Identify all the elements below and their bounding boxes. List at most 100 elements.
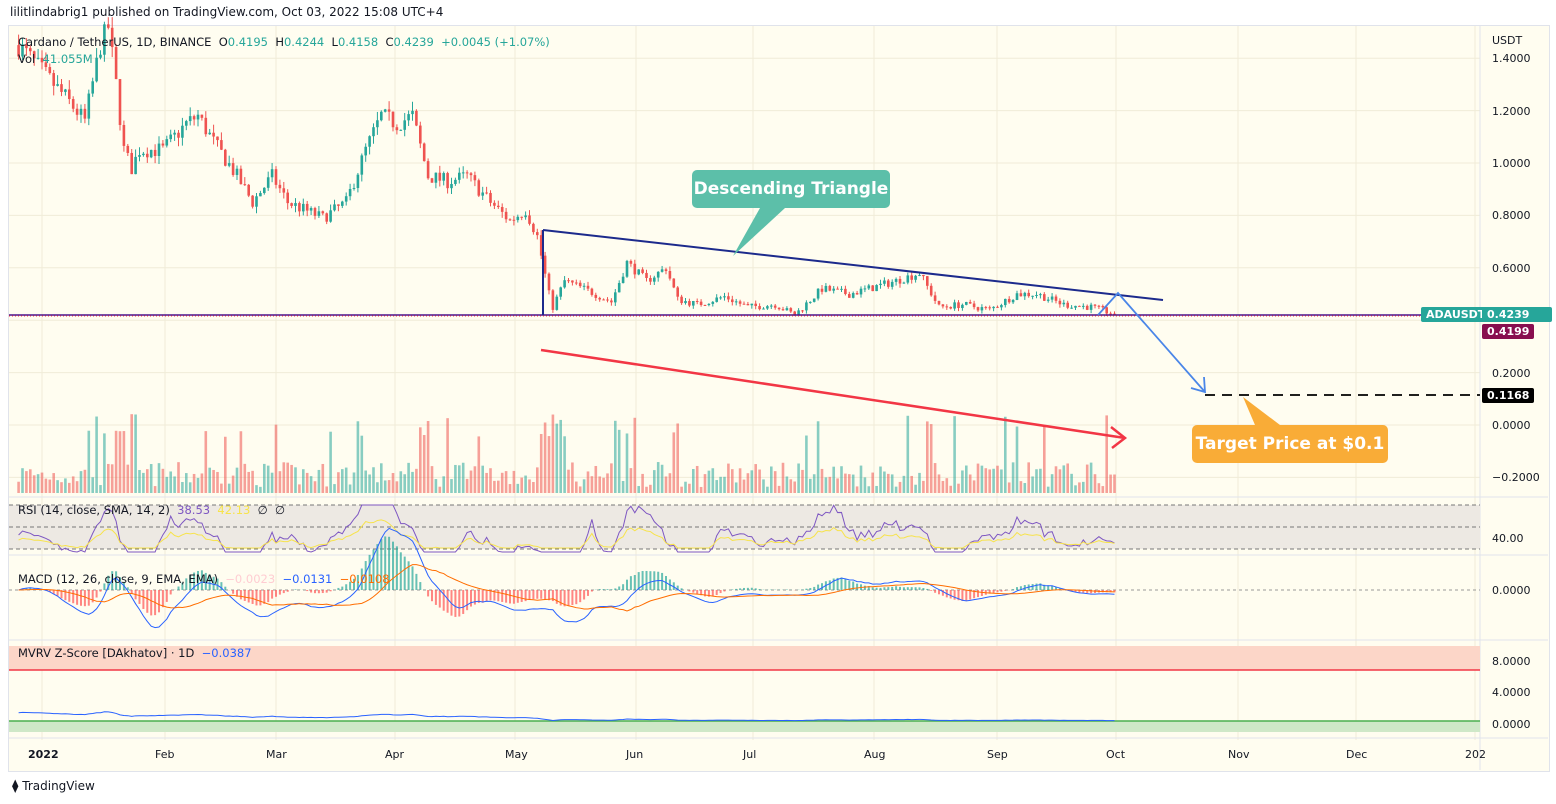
candle-body (360, 155, 364, 175)
volume-bar (614, 420, 617, 493)
candle-body (395, 127, 399, 131)
macd-value: −0.0131 (282, 572, 333, 586)
volume-bar (107, 463, 110, 493)
candle-body (1000, 305, 1003, 308)
volume-bar (547, 436, 551, 493)
candle-body (36, 57, 40, 59)
volume-bar (282, 462, 286, 493)
symbol-legend: Cardano / TetherUS, 1D, BINANCE O0.4195 … (18, 35, 550, 49)
symbol-name[interactable]: Cardano / TetherUS, 1D, BINANCE (18, 35, 212, 49)
macd-histogram-bar (1000, 590, 1003, 592)
time-tick: Apr (385, 748, 405, 761)
macd-histogram-bar (848, 580, 851, 590)
candle-body (1011, 299, 1015, 303)
candle-body (380, 111, 383, 121)
candle-body (282, 188, 286, 193)
macd-histogram-bar (220, 582, 223, 590)
volume-bar (75, 481, 79, 493)
macd-histogram-bar (836, 577, 839, 590)
macd-histogram-bar (442, 590, 445, 611)
macd-histogram-bar (181, 582, 184, 590)
volume-bar (524, 475, 527, 493)
rsi-label[interactable]: RSI (14, close, SMA, 14, 2) (18, 503, 170, 517)
macd-label[interactable]: MACD (12, 26, close, 9, EMA, EMA) (18, 572, 218, 586)
time-tick: Jun (626, 748, 644, 761)
macd-histogram-bar (317, 590, 320, 594)
candle-body (356, 174, 360, 188)
candle-body (524, 215, 527, 218)
volume-bar (138, 470, 141, 493)
macd-histogram-bar (746, 587, 749, 590)
candle-body (645, 272, 648, 279)
mvrv-tick: 0.0000 (1492, 718, 1531, 731)
volume-bar (832, 466, 835, 493)
candle-body (641, 269, 644, 273)
volume-bar (707, 470, 711, 493)
volume-bar (477, 436, 481, 493)
volume-bar (922, 480, 925, 493)
volume-bar (875, 485, 878, 493)
rsi-tick: 40.00 (1492, 532, 1524, 545)
candle-body (364, 146, 367, 156)
macd-histogram-bar (146, 590, 149, 613)
volume-bar (442, 476, 445, 493)
price-tick: −0.2000 (1492, 471, 1540, 485)
volume-bar (797, 463, 800, 493)
volume-bar (941, 480, 945, 493)
volume-bar (17, 481, 20, 493)
volume-bar (29, 469, 32, 493)
candle-body (586, 285, 590, 289)
volume-bar (1007, 482, 1011, 493)
volume-bar (703, 474, 707, 493)
candle-body (649, 278, 652, 282)
candle-body (185, 121, 188, 126)
volume-bar (169, 471, 172, 493)
volume-bar (302, 469, 305, 493)
candle-body (263, 187, 266, 194)
volume-bar (446, 418, 449, 493)
volume-bar (812, 474, 816, 493)
candle-body (676, 287, 679, 297)
macd-histogram-bar (688, 590, 691, 592)
volume-bar (32, 475, 36, 493)
macd-histogram-bar (501, 590, 504, 602)
candle-body (231, 163, 235, 175)
candle-body (1023, 292, 1027, 297)
macd-legend: MACD (12, 26, close, 9, EMA, EMA) −0.002… (18, 572, 390, 586)
macd-histogram-bar (883, 587, 886, 590)
candle-body (95, 57, 98, 82)
mvrv-label[interactable]: MVRV Z-Score [DAkhatov] · 1D (18, 646, 195, 660)
volume-bar (820, 468, 824, 493)
candle-body (83, 108, 87, 119)
candle-body (785, 308, 789, 311)
candle-body (824, 285, 828, 292)
volume-bar (578, 486, 582, 493)
macd-histogram-bar (345, 584, 348, 590)
candle-body (582, 285, 586, 287)
volume-bar (87, 430, 91, 493)
candle-body (71, 99, 75, 109)
candle-body (832, 288, 835, 291)
macd-histogram-bar (871, 587, 874, 590)
macd-histogram-bar (91, 590, 94, 603)
time-tick: 2022 (28, 748, 59, 761)
target-price-callout[interactable]: Target Price at $0.1 (1192, 425, 1388, 463)
candle-body (653, 277, 656, 282)
volume-bar (688, 483, 691, 493)
macd-histogram-bar (158, 590, 160, 613)
candle-body (259, 193, 262, 197)
volume-bar (399, 471, 403, 493)
candle-body (56, 84, 59, 86)
macd-histogram-bar (801, 589, 804, 590)
descending-triangle-callout[interactable]: Descending Triangle (692, 170, 890, 208)
candle-body (851, 293, 855, 298)
volume-bar (235, 467, 239, 493)
macd-histogram-bar (212, 576, 215, 590)
open-value: 0.4195 (227, 35, 268, 49)
volume-bar (309, 476, 313, 493)
macd-histogram-bar (329, 590, 332, 592)
macd-histogram-bar (204, 572, 207, 590)
candle-body (391, 111, 395, 128)
candle-body (547, 273, 551, 291)
